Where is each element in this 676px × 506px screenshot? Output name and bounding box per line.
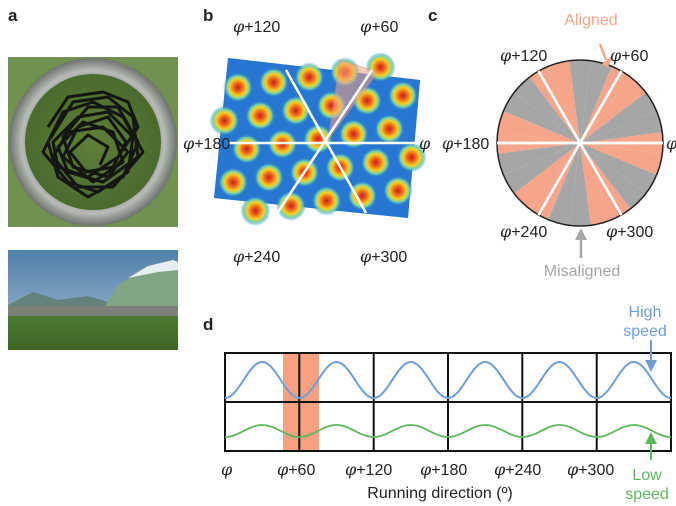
panel-c-label-180: φ+180	[442, 134, 490, 153]
firing-field	[325, 152, 356, 183]
misaligned-sector	[503, 143, 580, 194]
low-speed-label: Low speed	[618, 466, 676, 504]
aligned-sector	[580, 132, 664, 154]
panel-b-label-240: φ+240	[233, 247, 281, 266]
arena-topdown-image	[8, 57, 178, 227]
high-speed-arrowhead	[645, 360, 657, 372]
misaligned-sector	[580, 111, 663, 143]
firing-field	[267, 129, 298, 159]
misaligned-label: Misaligned	[543, 263, 621, 280]
panel-b-label-120: φ+120	[233, 17, 281, 36]
panel-b-label-180: φ+180	[183, 134, 231, 153]
firing-field	[338, 119, 369, 149]
low-speed-label-line2: speed	[625, 486, 669, 503]
misaligned-sector	[548, 143, 580, 226]
firing-field	[240, 195, 271, 226]
panel-c-label-60: φ+60	[610, 46, 649, 65]
firing-field	[347, 180, 378, 211]
firing-field	[374, 114, 405, 144]
misaligned-sector	[569, 59, 591, 143]
misaligned-sector	[580, 92, 657, 143]
high-speed-label: High speed	[615, 303, 675, 341]
firing-field	[245, 100, 276, 131]
low-speed-label-line1: Low	[632, 467, 662, 484]
panel-c-label-300: φ+300	[606, 222, 654, 241]
tick-label-0: φ	[221, 460, 233, 479]
firing-field	[387, 80, 418, 111]
firing-field	[303, 124, 333, 154]
aligned-sector	[497, 111, 580, 143]
misaligned-sector	[569, 143, 591, 227]
sector-wheel	[496, 59, 664, 227]
tick-label-60: φ+60	[277, 460, 316, 479]
aligned-sector	[548, 60, 580, 144]
low-speed-arrowhead	[645, 432, 657, 444]
aligned-sector	[529, 143, 580, 220]
panel-b-label-300: φ+300	[360, 247, 408, 266]
grid-axis-line	[537, 70, 623, 216]
low-speed-curve	[224, 424, 672, 438]
misaligned-arrowhead	[575, 228, 587, 240]
tick-label-240: φ+240	[494, 460, 542, 479]
panel-c-label-240: φ+240	[500, 222, 548, 241]
misaligned-sector	[580, 143, 646, 209]
misaligned-sector	[503, 92, 580, 143]
grid-axis-line	[537, 70, 623, 216]
panel-b-label-0: φ	[419, 134, 431, 153]
aligned-sector	[580, 66, 631, 143]
panel-c-label-120: φ+120	[500, 46, 548, 65]
aligned-sector	[529, 66, 580, 143]
firing-field	[352, 85, 383, 116]
panel-b-label-60: φ+60	[360, 17, 399, 36]
misaligned-sector	[514, 77, 580, 143]
high-speed-label-line1: High	[628, 304, 662, 321]
aligned-sector	[580, 77, 646, 143]
tick-label-180: φ+180	[420, 460, 468, 479]
panel-label-b: b	[203, 6, 214, 25]
misaligned-sector	[580, 60, 612, 144]
firing-field	[316, 90, 347, 121]
firing-field	[311, 185, 342, 216]
tick-label-120: φ+120	[345, 460, 393, 479]
aligned-sector	[496, 132, 580, 154]
firing-field	[360, 147, 391, 178]
firing-field	[209, 105, 240, 136]
aligned-sector	[580, 143, 612, 226]
highlight-band	[283, 353, 319, 451]
misaligned-sector	[497, 143, 580, 175]
firing-field	[294, 62, 325, 93]
high-speed-label-line2: speed	[623, 323, 667, 340]
wheel-outline	[496, 59, 664, 227]
plot-frame	[224, 352, 672, 452]
aligned-sector	[580, 143, 663, 175]
firing-field	[231, 134, 262, 164]
firing-field	[365, 52, 396, 83]
grid-axis-line	[537, 70, 623, 216]
firing-field	[258, 67, 289, 98]
firing-field	[253, 162, 284, 193]
panel-c-label-0: φ	[666, 134, 676, 154]
firing-field	[276, 190, 306, 221]
panel-label-c: c	[428, 6, 438, 25]
aligned-sector	[514, 143, 580, 209]
firing-field	[289, 157, 320, 188]
aligned-label: Aligned	[564, 12, 618, 29]
misaligned-sector	[580, 143, 657, 194]
firing-field	[223, 72, 253, 103]
high-speed-curve	[224, 360, 672, 400]
period-dividers	[298, 353, 598, 451]
firing-field	[218, 167, 249, 198]
rate-map	[209, 52, 427, 226]
tick-label-300: φ+300	[567, 460, 615, 479]
panel-label-a: a	[8, 6, 18, 25]
firing-field	[330, 57, 360, 88]
firing-field	[280, 95, 311, 126]
grid-axis-line	[537, 70, 623, 216]
aligned-sector	[580, 143, 631, 220]
panel-label-d: d	[203, 315, 214, 334]
arena-firstperson-image	[8, 250, 178, 350]
firing-field	[383, 175, 413, 206]
x-axis-label: Running direction (º)	[367, 485, 513, 502]
aligned-arrow	[598, 43, 608, 61]
